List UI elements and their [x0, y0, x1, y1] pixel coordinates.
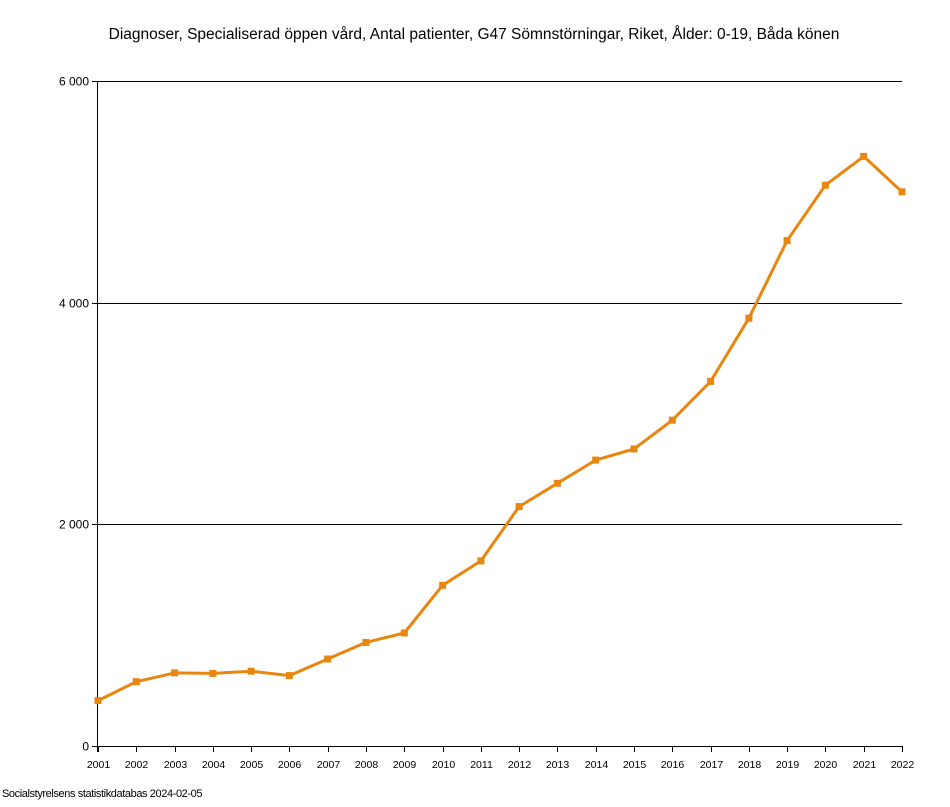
- data-point-marker[interactable]: [745, 314, 753, 322]
- y-tick-label: 0: [82, 740, 89, 754]
- data-point-marker[interactable]: [707, 377, 715, 385]
- x-tick-label: 2016: [661, 759, 685, 771]
- x-tick-label: 2010: [432, 759, 456, 771]
- x-tick-label: 2018: [738, 759, 762, 771]
- x-tick-label: 2007: [317, 759, 341, 771]
- data-point-marker[interactable]: [285, 672, 293, 680]
- data-point-marker[interactable]: [324, 655, 332, 663]
- data-point-marker[interactable]: [400, 629, 408, 637]
- data-point-marker[interactable]: [362, 638, 370, 646]
- x-tick-label: 2020: [814, 759, 838, 771]
- x-tick-label: 2019: [776, 759, 800, 771]
- axis-layer: 0 2 000 4 000 6 000 2001 2002 2003 2004 2005 2006…: [59, 75, 914, 772]
- x-tick-label: 2004: [202, 759, 226, 771]
- data-point-marker[interactable]: [592, 456, 600, 464]
- data-point-marker[interactable]: [439, 581, 447, 589]
- data-point-marker[interactable]: [477, 557, 485, 565]
- data-point-marker[interactable]: [171, 669, 179, 677]
- x-tick-label: 2015: [623, 759, 647, 771]
- y-tick-label: 4 000: [59, 297, 89, 311]
- x-tick-label: 2009: [393, 759, 417, 771]
- x-tick-label: 2013: [546, 759, 570, 771]
- data-point-marker[interactable]: [898, 188, 906, 196]
- data-point-marker[interactable]: [860, 152, 868, 160]
- grid-layer: [98, 81, 902, 525]
- x-tick-label: 2022: [891, 759, 915, 771]
- x-tick-label: 2005: [240, 759, 264, 771]
- x-tick-label: 2021: [853, 759, 877, 771]
- data-point-marker[interactable]: [668, 416, 676, 424]
- y-tick-label: 2 000: [59, 518, 89, 532]
- chart-title: Diagnoser, Specialiserad öppen vård, Ant…: [109, 26, 840, 43]
- data-point-marker[interactable]: [132, 678, 140, 686]
- data-point-marker[interactable]: [553, 479, 561, 487]
- source-note: Socialstyrelsens statistikdatabas 2024-0…: [2, 788, 202, 800]
- data-point-marker[interactable]: [783, 237, 791, 245]
- x-tick-label: 2006: [278, 759, 302, 771]
- data-point-marker[interactable]: [94, 697, 102, 705]
- data-point-marker[interactable]: [515, 503, 523, 511]
- x-tick-label: 2003: [164, 759, 188, 771]
- x-tick-label: 2002: [125, 759, 149, 771]
- series-line: [97, 154, 904, 702]
- y-tick-label: 6 000: [59, 75, 89, 89]
- data-point-marker[interactable]: [209, 669, 217, 677]
- data-point-marker[interactable]: [630, 445, 638, 453]
- x-tick-label: 2014: [585, 759, 609, 771]
- data-point-marker[interactable]: [247, 667, 255, 675]
- x-tick-label: 2001: [87, 759, 111, 771]
- x-tick-label: 2011: [470, 759, 493, 771]
- data-point-marker[interactable]: [821, 181, 829, 189]
- x-tick-label: 2017: [700, 759, 724, 771]
- x-tick-label: 2012: [508, 759, 532, 771]
- x-tick-label: 2008: [355, 759, 379, 771]
- series-layer: [94, 152, 906, 705]
